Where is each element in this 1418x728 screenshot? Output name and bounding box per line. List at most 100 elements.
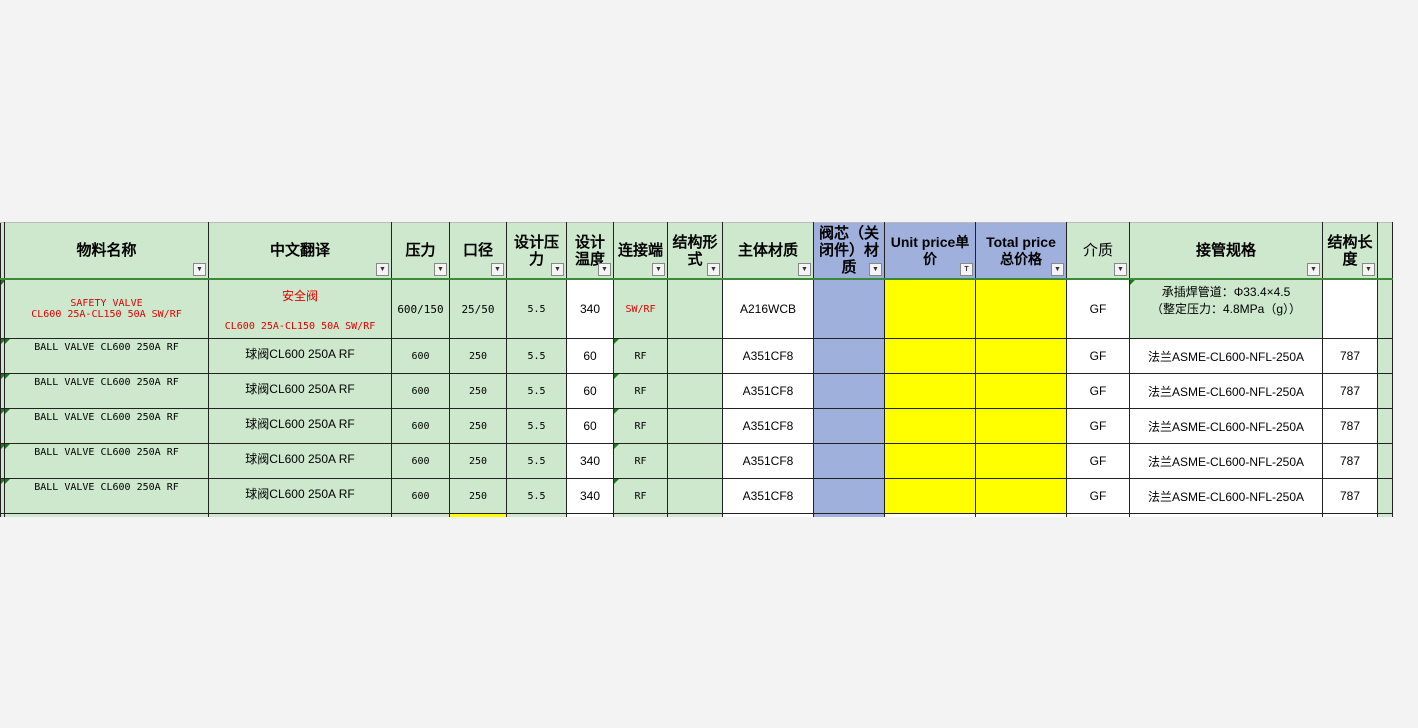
filter-dropdown-icon[interactable]: ▼ xyxy=(1051,263,1064,276)
cell[interactable] xyxy=(813,513,885,517)
cell[interactable] xyxy=(722,513,814,517)
cell-material-name[interactable]: BALL VALVE CL600 250A RF xyxy=(4,443,209,479)
cell-chinese-translation[interactable]: 球阀CL600 250A RF xyxy=(208,478,392,514)
cell-body-material[interactable]: A351CF8 xyxy=(722,338,814,374)
cell-total-price[interactable] xyxy=(975,338,1067,374)
cell-medium[interactable]: GF xyxy=(1066,408,1130,444)
cell-connection[interactable]: RF xyxy=(613,478,668,514)
cell[interactable] xyxy=(506,513,567,517)
cell-unit-price[interactable] xyxy=(884,278,976,339)
cell[interactable] xyxy=(1066,513,1130,517)
filter-dropdown-icon[interactable]: ▼ xyxy=(491,263,504,276)
cell-body-material[interactable]: A351CF8 xyxy=(722,443,814,479)
cell-body-material[interactable]: A351CF8 xyxy=(722,478,814,514)
cell[interactable] xyxy=(566,513,614,517)
cell[interactable] xyxy=(449,513,507,517)
cell-chinese-translation[interactable]: 球阀CL600 250A RF xyxy=(208,338,392,374)
cell-medium[interactable]: GF xyxy=(1066,373,1130,409)
cell[interactable] xyxy=(391,513,450,517)
cell[interactable] xyxy=(1377,278,1393,339)
cell-design-pressure[interactable]: 5.5 xyxy=(506,278,567,339)
cell-pipe-spec[interactable]: 承插焊管道：Φ33.4×4.5 （整定压力：4.8MPa（g）） xyxy=(1129,278,1323,339)
cell-medium[interactable]: GF xyxy=(1066,443,1130,479)
cell-core-material[interactable] xyxy=(813,338,885,374)
cell-structure[interactable] xyxy=(667,278,723,339)
cell[interactable] xyxy=(884,513,976,517)
cell-structure[interactable] xyxy=(667,338,723,374)
cell[interactable] xyxy=(1377,373,1393,409)
cell-pipe-spec[interactable]: 法兰ASME-CL600-NFL-250A xyxy=(1129,338,1323,374)
cell-connection[interactable]: RF xyxy=(613,373,668,409)
cell[interactable] xyxy=(1377,443,1393,479)
cell-total-price[interactable] xyxy=(975,373,1067,409)
cell-length[interactable]: 787 xyxy=(1322,443,1378,479)
filter-dropdown-icon[interactable]: ▼ xyxy=(798,263,811,276)
cell-medium[interactable]: GF xyxy=(1066,478,1130,514)
filter-dropdown-icon[interactable]: ▼ xyxy=(376,263,389,276)
cell-chinese-translation[interactable]: 球阀CL600 250A RF xyxy=(208,373,392,409)
filter-dropdown-icon[interactable]: ▼ xyxy=(551,263,564,276)
filter-dropdown-icon[interactable]: ▼ xyxy=(707,263,720,276)
cell-material-name[interactable]: BALL VALVE CL600 250A RF xyxy=(4,478,209,514)
cell[interactable] xyxy=(1377,478,1393,514)
cell-pipe-spec[interactable]: 法兰ASME-CL600-NFL-250A xyxy=(1129,373,1323,409)
cell-design-pressure[interactable]: 5.5 xyxy=(506,338,567,374)
cell-design-pressure[interactable]: 5.5 xyxy=(506,478,567,514)
cell-diameter[interactable]: 250 xyxy=(449,478,507,514)
cell-pipe-spec[interactable]: 法兰ASME-CL600-NFL-250A xyxy=(1129,478,1323,514)
filter-dropdown-icon[interactable]: ▼ xyxy=(1362,263,1375,276)
cell[interactable] xyxy=(1322,513,1378,517)
cell-diameter[interactable]: 250 xyxy=(449,408,507,444)
cell-design-temp[interactable]: 60 xyxy=(566,408,614,444)
cell-core-material[interactable] xyxy=(813,478,885,514)
cell-pressure[interactable]: 600 xyxy=(391,408,450,444)
cell-pipe-spec[interactable]: 法兰ASME-CL600-NFL-250A xyxy=(1129,443,1323,479)
cell[interactable] xyxy=(1377,513,1393,517)
cell-connection[interactable]: RF xyxy=(613,443,668,479)
cell-diameter[interactable]: 25/50 xyxy=(449,278,507,339)
cell-length[interactable]: 787 xyxy=(1322,373,1378,409)
cell-medium[interactable]: GF xyxy=(1066,278,1130,339)
cell-total-price[interactable] xyxy=(975,408,1067,444)
cell-length[interactable]: 787 xyxy=(1322,338,1378,374)
cell-diameter[interactable]: 250 xyxy=(449,338,507,374)
cell[interactable] xyxy=(1377,338,1393,374)
filter-dropdown-icon[interactable]: ▼ xyxy=(1307,263,1320,276)
cell-unit-price[interactable] xyxy=(884,373,976,409)
cell-design-pressure[interactable]: 5.5 xyxy=(506,373,567,409)
filter-dropdown-icon[interactable]: ▼ xyxy=(598,263,611,276)
cell-length[interactable] xyxy=(1322,278,1378,339)
cell-design-temp[interactable]: 340 xyxy=(566,478,614,514)
cell-diameter[interactable]: 250 xyxy=(449,373,507,409)
cell-pressure[interactable]: 600 xyxy=(391,373,450,409)
cell-core-material[interactable] xyxy=(813,443,885,479)
cell-design-pressure[interactable]: 5.5 xyxy=(506,408,567,444)
cell-length[interactable]: 787 xyxy=(1322,408,1378,444)
cell-unit-price[interactable] xyxy=(884,338,976,374)
cell-chinese-translation[interactable]: 安全阀 CL600 25A-CL150 50A SW/RF xyxy=(208,278,392,339)
cell-connection[interactable]: SW/RF xyxy=(613,278,668,339)
cell-body-material[interactable]: A216WCB xyxy=(722,278,814,339)
cell-material-name[interactable]: SAFETY VALVE CL600 25A-CL150 50A SW/RF xyxy=(4,278,209,339)
cell-connection[interactable]: RF xyxy=(613,408,668,444)
filter-dropdown-icon[interactable]: ▼ xyxy=(869,263,882,276)
cell[interactable] xyxy=(613,513,668,517)
cell-chinese-translation[interactable]: 球阀CL600 250A RF xyxy=(208,443,392,479)
cell-chinese-translation[interactable]: 球阀CL600 250A RF xyxy=(208,408,392,444)
cell-design-temp[interactable]: 60 xyxy=(566,373,614,409)
cell-pressure[interactable]: 600 xyxy=(391,443,450,479)
cell[interactable] xyxy=(975,513,1067,517)
cell-material-name[interactable]: BALL VALVE CL600 250A RF xyxy=(4,338,209,374)
cell-structure[interactable] xyxy=(667,478,723,514)
cell-medium[interactable]: GF xyxy=(1066,338,1130,374)
cell-connection[interactable]: RF xyxy=(613,338,668,374)
cell-pipe-spec[interactable]: 法兰ASME-CL600-NFL-250A xyxy=(1129,408,1323,444)
cell-material-name[interactable]: BALL VALVE CL600 250A RF xyxy=(4,373,209,409)
filter-active-icon[interactable]: T xyxy=(960,263,973,276)
filter-dropdown-icon[interactable]: ▼ xyxy=(193,263,206,276)
cell-length[interactable]: 787 xyxy=(1322,478,1378,514)
cell-design-temp[interactable]: 60 xyxy=(566,338,614,374)
cell-total-price[interactable] xyxy=(975,443,1067,479)
cell-design-pressure[interactable]: 5.5 xyxy=(506,443,567,479)
cell[interactable] xyxy=(4,513,209,517)
